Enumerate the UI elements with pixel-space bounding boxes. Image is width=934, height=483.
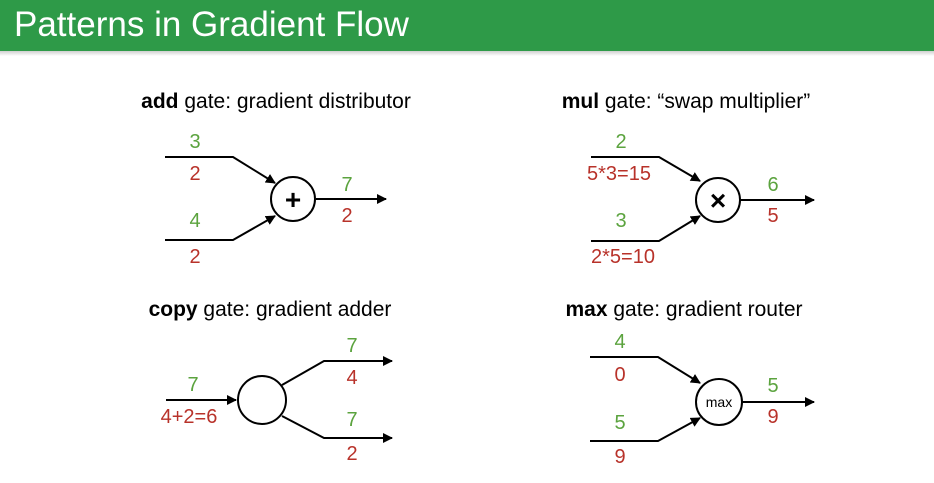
copy-output-1-wire xyxy=(281,356,393,386)
copy-gate-node xyxy=(237,375,287,425)
add-in1-forward: 3 xyxy=(189,131,200,153)
max-in1-forward: 4 xyxy=(614,331,625,353)
copy-gate-title: copy gate: gradient adder xyxy=(149,298,392,321)
plus-icon: + xyxy=(285,184,301,215)
mul-gate-title: mul gate: “swap multiplier” xyxy=(562,90,811,113)
add-gate-panel: add gate: gradient distributor + 3 2 4 2… xyxy=(141,90,411,268)
mul-input-1-wire xyxy=(591,156,701,182)
copy-out2-backward: 2 xyxy=(346,443,357,465)
copy-out1-backward: 4 xyxy=(346,367,357,389)
mul-in1-backward: 5*3=15 xyxy=(587,163,651,185)
add-in2-forward: 4 xyxy=(189,210,200,232)
mul-in1-forward: 2 xyxy=(615,131,626,153)
copy-gate-title-bold: copy xyxy=(149,298,198,321)
max-out-backward: 9 xyxy=(767,406,778,428)
mul-input-2-wire xyxy=(591,215,701,242)
max-gate-label: max xyxy=(706,394,732,410)
copy-gate-title-rest: gate: gradient adder xyxy=(198,298,392,321)
max-gate-title: max gate: gradient router xyxy=(566,298,803,321)
add-in1-backward: 2 xyxy=(189,163,200,185)
max-in1-backward: 0 xyxy=(614,364,625,386)
max-in2-backward: 9 xyxy=(614,446,625,468)
add-out-backward: 2 xyxy=(341,205,352,227)
copy-output-2-wire xyxy=(281,415,393,443)
mul-out-forward: 6 xyxy=(767,174,778,196)
add-gate-title: add gate: gradient distributor xyxy=(141,90,411,113)
copy-gate-panel: copy gate: gradient adder 7 4+2=6 7 4 7 … xyxy=(149,298,393,465)
add-out-forward: 7 xyxy=(341,174,352,196)
copy-in-backward: 4+2=6 xyxy=(161,406,218,428)
mul-in2-forward: 3 xyxy=(615,210,626,232)
max-gate-title-bold: max xyxy=(566,298,608,321)
mul-gate-panel: mul gate: “swap multiplier” × 2 5*3=15 3… xyxy=(562,90,815,268)
mul-gate-title-rest: gate: “swap multiplier” xyxy=(599,90,810,113)
add-input-2-wire xyxy=(165,215,276,241)
max-gate-node xyxy=(695,378,743,426)
copy-out1-forward: 7 xyxy=(346,335,357,357)
title-bar-shadow xyxy=(0,51,934,56)
max-input-2-wire xyxy=(590,417,701,442)
mul-out-backward: 5 xyxy=(767,205,778,227)
add-gate-title-bold: add xyxy=(141,90,178,113)
add-input-1-wire xyxy=(165,156,276,184)
times-icon: × xyxy=(710,185,726,216)
max-out-forward: 5 xyxy=(767,375,778,397)
add-gate-node xyxy=(270,176,316,222)
mul-gate-node xyxy=(695,177,741,223)
add-gate-title-rest: gate: gradient distributor xyxy=(179,90,411,113)
max-input-1-wire xyxy=(590,356,701,384)
max-gate-title-rest: gate: gradient router xyxy=(608,298,803,321)
max-in2-forward: 5 xyxy=(614,412,625,434)
page-title: Patterns in Gradient Flow xyxy=(14,5,409,44)
copy-out2-forward: 7 xyxy=(346,409,357,431)
add-in2-backward: 2 xyxy=(189,246,200,268)
title-bar: Patterns in Gradient Flow xyxy=(0,0,934,51)
mul-gate-title-bold: mul xyxy=(562,90,599,113)
copy-in-forward: 7 xyxy=(187,374,198,396)
mul-in2-backward: 2*5=10 xyxy=(591,246,655,268)
max-gate-panel: max gate: gradient router max 4 0 5 9 5 … xyxy=(566,298,815,468)
